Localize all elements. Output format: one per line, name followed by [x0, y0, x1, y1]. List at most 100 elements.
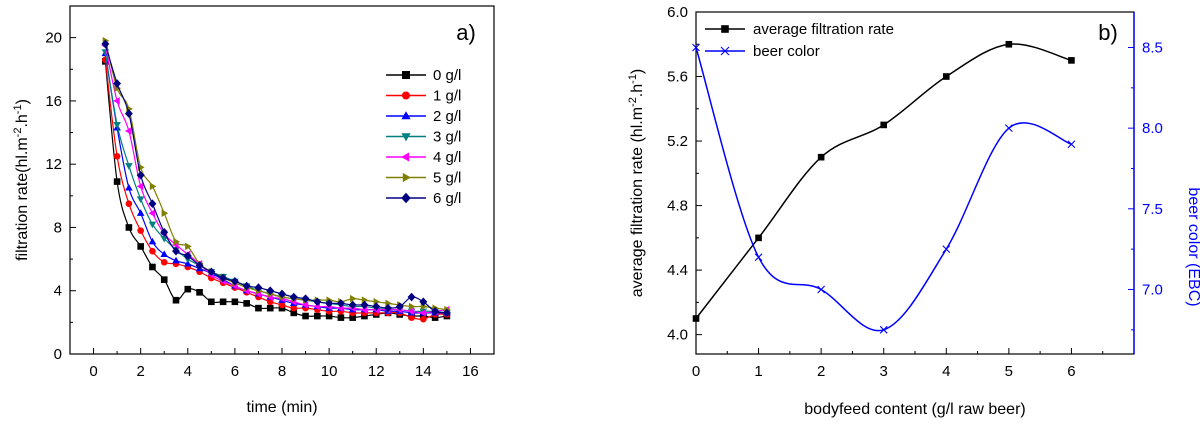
- y-axis-title-b: average filtration rate (hl.m-2.h-1): [627, 69, 646, 298]
- series-line-b: [695, 47, 1072, 332]
- data-point-b: [692, 315, 700, 322]
- data-point-a: [219, 273, 228, 283]
- legend-marker-a: [402, 91, 410, 100]
- series-line-a: [104, 51, 447, 314]
- data-point-a: [231, 298, 239, 306]
- data-point-a: [408, 314, 415, 321]
- data-point-a: [125, 183, 133, 191]
- data-point-a: [290, 304, 298, 312]
- data-point-a: [125, 224, 133, 231]
- series-line-a: [104, 40, 447, 311]
- data-point-a: [349, 314, 356, 321]
- y2-tick-label-b: 7.5: [1142, 201, 1163, 218]
- data-point-a: [124, 109, 133, 118]
- data-point-b: [942, 245, 951, 254]
- data-point-b: [879, 325, 888, 334]
- data-point-a: [266, 286, 275, 296]
- legend-item-a: 2 g/l: [386, 108, 461, 125]
- data-point-a: [136, 182, 144, 191]
- x-tick-label-b: 5: [1005, 363, 1013, 380]
- data-point-b: [692, 43, 700, 52]
- data-point-a: [160, 258, 168, 266]
- series-group-a: [101, 37, 451, 323]
- data-point-a: [360, 300, 369, 310]
- panel-label-b: b): [1098, 20, 1118, 45]
- y-tick-label-b: 4.4: [667, 262, 688, 279]
- data-point-a: [136, 170, 145, 180]
- data-point-a: [148, 221, 157, 229]
- data-point-a: [431, 307, 440, 316]
- y2-tick-label-b: 7.0: [1142, 281, 1163, 298]
- data-point-a: [302, 312, 309, 320]
- axes-ticks-b: 0 1 2 3 4 5 6 4.0 4.4 4.8 5.2 5.6 6.0 7.0 7.5 8.0 8.5: [667, 4, 1163, 380]
- data-point-a: [161, 209, 169, 218]
- x-tick-label-a: 16: [462, 363, 479, 380]
- data-point-a: [136, 196, 145, 203]
- x-tick-label-a: 8: [278, 363, 286, 380]
- x-tick-label-a: 0: [89, 363, 97, 380]
- series-5-g-l-a: [102, 37, 451, 314]
- data-point-a: [350, 294, 357, 303]
- data-point-a: [407, 292, 416, 302]
- data-point-b: [880, 121, 888, 129]
- data-point-a: [242, 281, 251, 291]
- legend-item-a: 3 g/l: [386, 129, 461, 146]
- y-tick-label-b: 6.0: [667, 4, 688, 21]
- x-tick-label-b: 6: [1067, 363, 1075, 380]
- data-point-a: [278, 301, 286, 309]
- data-point-a: [160, 276, 168, 283]
- y2-axis-title-b: beer color (EBC): [1185, 187, 1200, 306]
- x-tick-label-a: 4: [184, 363, 192, 380]
- data-point-b: [755, 234, 762, 242]
- data-point-a: [137, 243, 144, 250]
- data-point-a: [183, 259, 192, 267]
- y-axis-title-a: filtration rate(hl.m-2.h-1): [12, 99, 31, 261]
- chart-panel-a: 0 2 4 6 8 10 12 14 16 0 4 8 12 16 20 0 g/l 1 g/l 2 g/l 3 …: [12, 5, 495, 416]
- data-point-a: [160, 227, 169, 237]
- data-point-a: [148, 237, 157, 245]
- legend-marker-a: [402, 71, 410, 79]
- y-tick-label-b: 4.0: [667, 327, 688, 344]
- data-point-a: [337, 314, 345, 321]
- x-axis-title-a: time (min): [246, 399, 317, 416]
- x-tick-label-a: 2: [136, 363, 144, 380]
- legend-marker-b: [721, 25, 729, 33]
- legend-item-a: 5 g/l: [386, 170, 461, 187]
- y-tick-label-b: 4.8: [667, 198, 688, 215]
- series-group-b: [692, 40, 1076, 334]
- series-line-a: [104, 45, 447, 314]
- legend-item-a: 1 g/l: [386, 88, 461, 105]
- data-point-a: [148, 209, 156, 218]
- data-point-b: [817, 153, 825, 161]
- data-point-a: [407, 307, 415, 316]
- y-tick-label-a: 20: [45, 30, 62, 47]
- x-tick-label-a: 14: [415, 363, 432, 380]
- data-point-a: [184, 285, 192, 293]
- series-line-b: [695, 43, 1072, 319]
- data-point-a: [208, 298, 215, 306]
- data-point-a: [136, 209, 145, 216]
- data-point-a: [325, 299, 334, 308]
- data-point-a: [395, 302, 404, 311]
- data-point-a: [148, 199, 157, 209]
- data-point-a: [219, 298, 227, 306]
- legend-marker-b: [720, 46, 730, 56]
- data-point-a: [408, 302, 416, 311]
- legend-label-a: 2 g/l: [433, 108, 461, 125]
- axes-ticks-a: 0 2 4 6 8 10 12 14 16 0 4 8 12 16 20: [45, 30, 495, 380]
- data-point-b: [754, 253, 763, 262]
- data-point-a: [266, 304, 274, 312]
- series-6-g-l-a: [101, 39, 451, 318]
- legend-item-a: 4 g/l: [386, 149, 461, 166]
- data-point-a: [255, 304, 262, 312]
- legend-marker-a: [401, 133, 411, 142]
- data-point-a: [173, 237, 180, 246]
- y-tick-label-a: 0: [54, 346, 62, 363]
- y-tick-label-b: 5.6: [667, 69, 688, 86]
- data-point-a: [301, 294, 310, 303]
- x-tick-label-a: 10: [321, 363, 338, 380]
- legend-label-a: 1 g/l: [433, 88, 461, 105]
- y2-tick-label-b: 8.5: [1142, 39, 1163, 56]
- data-point-a: [442, 308, 451, 318]
- series-line-a: [104, 59, 447, 320]
